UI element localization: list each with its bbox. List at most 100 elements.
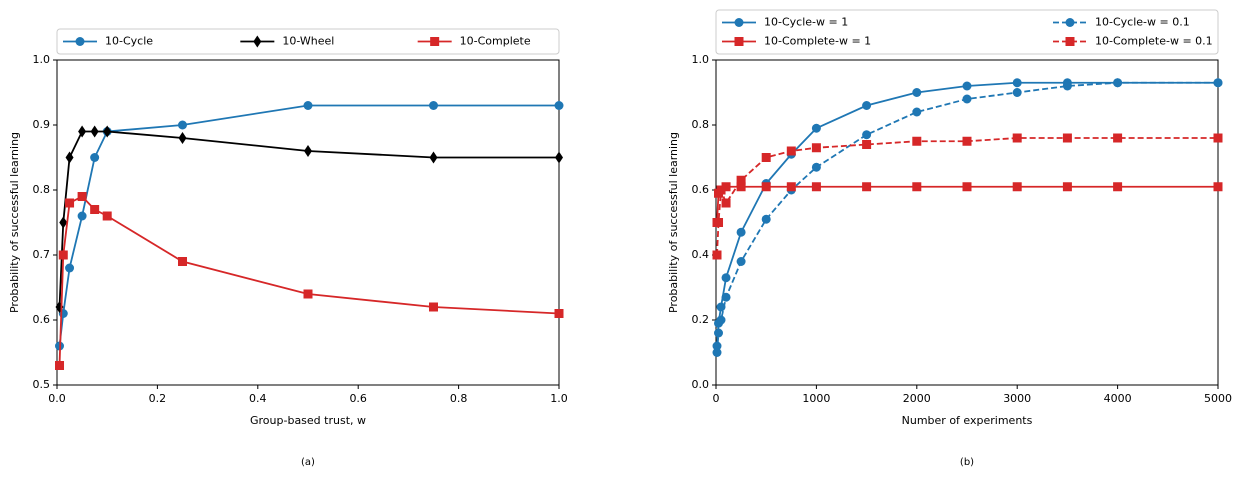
point	[862, 140, 872, 149]
point	[178, 120, 187, 130]
point	[736, 175, 746, 185]
point	[912, 136, 922, 146]
point	[430, 37, 440, 46]
point	[811, 123, 821, 133]
point	[1113, 133, 1123, 143]
y-tick-label: 1.0	[33, 53, 51, 66]
x-axis-label: Group-based trust, w	[250, 414, 366, 427]
point	[716, 185, 726, 195]
point	[429, 101, 438, 110]
y-tick-label: 0.2	[692, 313, 710, 326]
point	[962, 182, 972, 192]
point	[58, 250, 68, 260]
point	[554, 101, 564, 110]
point	[712, 341, 722, 351]
legend-label: 10-Cycle	[105, 35, 153, 48]
series-line	[58, 104, 559, 347]
x-tick-label: 1.0	[550, 392, 568, 405]
series-line	[58, 130, 559, 308]
point	[1012, 182, 1022, 192]
x-tick-label: 0.0	[48, 392, 66, 405]
point	[721, 182, 731, 192]
point	[962, 136, 972, 146]
y-tick-label: 0.9	[33, 118, 51, 131]
point	[102, 211, 112, 221]
point	[303, 289, 313, 299]
y-tick-label: 0.7	[33, 248, 51, 261]
point	[1012, 133, 1022, 143]
caption: (b)	[960, 457, 974, 468]
point	[1012, 78, 1022, 88]
y-tick-label: 0.0	[692, 378, 710, 391]
point	[65, 198, 75, 208]
point	[811, 143, 821, 153]
point	[721, 273, 731, 283]
point	[65, 151, 74, 164]
point	[862, 101, 872, 110]
point	[59, 216, 68, 229]
point	[811, 182, 821, 192]
point	[178, 257, 187, 266]
legend-box	[56, 28, 560, 55]
plot-area	[56, 59, 560, 386]
legend-label: 10-Complete-w = 0.1	[1095, 35, 1213, 48]
legend-label: 10-Complete	[460, 35, 531, 48]
point	[77, 192, 87, 201]
point	[429, 302, 438, 312]
point	[1062, 133, 1072, 143]
point	[78, 125, 87, 138]
point	[716, 315, 726, 325]
point	[716, 302, 726, 312]
y-tick-label: 0.6	[33, 313, 51, 326]
point	[734, 18, 744, 27]
point	[721, 198, 731, 208]
point	[1213, 182, 1223, 192]
point	[554, 309, 564, 318]
series-line	[716, 81, 1218, 347]
point	[1062, 182, 1072, 192]
y-tick-label: 0.5	[33, 378, 51, 391]
point	[862, 130, 872, 140]
x-tick-label: 5000	[1204, 392, 1232, 405]
point	[712, 250, 722, 260]
caption: (a)	[301, 457, 315, 468]
point	[912, 182, 922, 192]
point	[714, 218, 724, 227]
point	[90, 205, 100, 214]
point	[1062, 81, 1072, 91]
x-tick-label: 0.6	[349, 392, 367, 405]
point	[303, 101, 313, 110]
series-line	[58, 195, 560, 366]
point	[1113, 78, 1123, 88]
point	[912, 107, 922, 117]
point	[761, 153, 771, 162]
point	[712, 348, 722, 357]
point	[1213, 133, 1223, 143]
plot-area	[715, 59, 1219, 386]
y-tick-label: 0.8	[33, 183, 51, 196]
point	[912, 88, 922, 97]
point	[103, 125, 112, 138]
y-axis-label: Probability of successful learning	[667, 132, 680, 313]
point	[1213, 78, 1223, 88]
point	[721, 292, 731, 302]
point	[786, 146, 796, 156]
point	[761, 214, 771, 224]
x-tick-label: 0.8	[450, 392, 468, 405]
point	[55, 361, 65, 370]
point	[90, 153, 100, 162]
x-tick-label: 3000	[1003, 392, 1031, 405]
legend-label: 10-Cycle-w = 1	[764, 16, 848, 29]
x-tick-label: 0	[713, 392, 720, 405]
y-tick-label: 0.4	[692, 248, 710, 261]
point	[811, 162, 821, 172]
point	[304, 145, 312, 157]
y-axis-label: Probability of successful learning	[8, 132, 21, 313]
legend-label: 10-Cycle-w = 0.1	[1095, 16, 1190, 29]
point	[65, 263, 75, 273]
x-tick-label: 1000	[802, 392, 830, 405]
legend-label: 10-Complete-w = 1	[764, 35, 871, 48]
point	[761, 182, 771, 192]
